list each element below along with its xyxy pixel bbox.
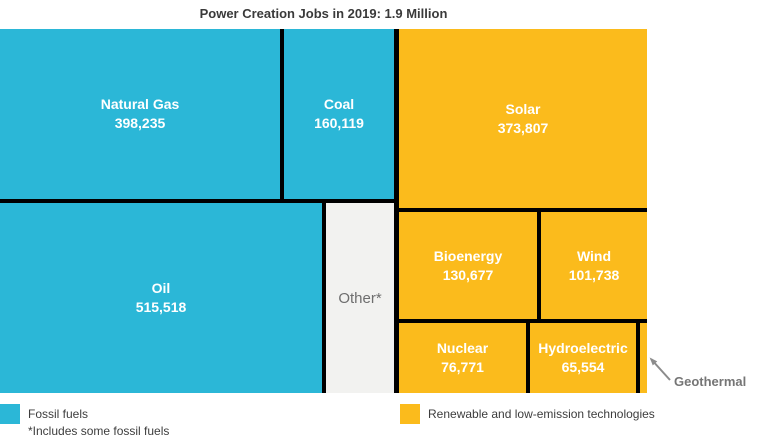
treemap-cell-wind: Wind 101,738 xyxy=(541,212,647,319)
cell-label: Hydroelectric xyxy=(538,340,628,356)
cell-label: Coal xyxy=(323,96,355,112)
treemap-cell-coal: Coal 160,119 xyxy=(284,29,394,199)
treemap-cell-bioenergy: Bioenergy 130,677 xyxy=(399,212,537,319)
chart-title: Power Creation Jobs in 2019: 1.9 Million xyxy=(199,6,448,21)
treemap-cell-solar: Solar 373,807 xyxy=(399,29,647,208)
cell-value: 76,771 xyxy=(441,359,484,375)
cell-label: Natural Gas xyxy=(100,96,180,112)
cell-label: Oil xyxy=(151,280,171,296)
cell-value: 398,235 xyxy=(114,115,166,131)
fossil-legend-swatch xyxy=(0,404,20,424)
cell-label: Nuclear xyxy=(436,340,489,356)
cell-label: Other* xyxy=(338,289,382,307)
cell-value: 515,518 xyxy=(135,299,187,315)
renewable-legend-swatch xyxy=(400,404,420,424)
treemap-cell-nuclear: Nuclear 76,771 xyxy=(399,323,526,393)
geothermal-callout-label: Geothermal xyxy=(674,374,747,389)
cell-label: Solar xyxy=(505,100,541,117)
renewable-legend-label: Renewable and low-emission technologies xyxy=(428,407,655,421)
cell-label: Wind xyxy=(576,247,612,264)
treemap-cell-geothermal xyxy=(640,323,647,393)
cell-value: 130,677 xyxy=(442,266,494,283)
cell-value: 65,554 xyxy=(561,359,605,375)
fossil-legend-label: Fossil fuels xyxy=(28,407,89,421)
cell-value: 101,738 xyxy=(568,266,620,283)
treemap-cell-natural-gas: Natural Gas 398,235 xyxy=(0,29,280,199)
cell-label: Bioenergy xyxy=(433,247,503,264)
geothermal-callout-arrow xyxy=(649,357,671,381)
fossil-legend-footnote: *Includes some fossil fuels xyxy=(28,424,170,438)
cell-value: 373,807 xyxy=(497,119,549,136)
treemap-cell-oil: Oil 515,518 xyxy=(0,203,322,393)
treemap-cell-other: Other* xyxy=(326,203,394,393)
treemap-cell-hydroelectric: Hydroelectric 65,554 xyxy=(530,323,636,393)
cell-value: 160,119 xyxy=(314,115,364,131)
